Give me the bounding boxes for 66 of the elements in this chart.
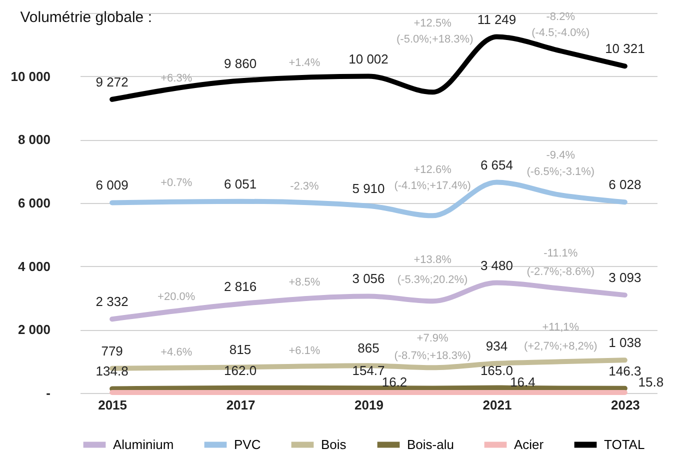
data-label: 3 056 bbox=[352, 271, 385, 286]
x-tick-label: 2023 bbox=[610, 398, 640, 412]
annotation: +1.4% bbox=[288, 56, 320, 69]
data-label: 865 bbox=[358, 340, 380, 356]
data-label: 934 bbox=[486, 338, 508, 354]
data-label: 165.0 bbox=[480, 362, 513, 378]
annotation: +11,1% bbox=[542, 321, 580, 334]
data-label: 10 002 bbox=[348, 51, 388, 66]
x-tick-label: 2015 bbox=[98, 398, 128, 412]
annotation: +0.7% bbox=[160, 176, 192, 189]
annotation: (-4.5;-4.0%) bbox=[532, 27, 590, 40]
legend-label: TOTAL bbox=[604, 436, 645, 452]
annotation: -8.2% bbox=[546, 10, 576, 23]
annotation: (-4.1%;+17.4%) bbox=[394, 180, 471, 192]
data-label: 2 816 bbox=[224, 278, 257, 294]
chart-title: Volumétrie globale : bbox=[20, 8, 152, 26]
annotation: (-5.3%;20.2%) bbox=[397, 274, 468, 286]
annotation: -2.3% bbox=[290, 180, 320, 193]
annotation: +4.6% bbox=[160, 346, 192, 359]
annotation: +13.8% bbox=[414, 254, 452, 266]
annotation: +7.9% bbox=[416, 332, 449, 344]
data-label: 3 480 bbox=[480, 258, 513, 273]
data-label: 9 272 bbox=[96, 74, 128, 90]
x-tick-label: 2021 bbox=[482, 398, 512, 412]
y-tick-label: 4 000 bbox=[18, 258, 50, 274]
annotation: -11.1% bbox=[544, 248, 578, 260]
x-tick-label: 2017 bbox=[226, 398, 256, 412]
annotation: (-2.7%;-8.6%) bbox=[526, 266, 595, 278]
y-tick-label: 8 000 bbox=[18, 132, 50, 148]
annotation: +12.5% bbox=[414, 18, 452, 30]
data-label: 6 028 bbox=[608, 177, 642, 192]
annotation: -9.4% bbox=[546, 150, 576, 162]
legend-label: Aluminium bbox=[113, 436, 174, 452]
data-label: 16.4 bbox=[510, 374, 536, 390]
data-label: 6 654 bbox=[480, 157, 513, 172]
data-label: 779 bbox=[101, 343, 123, 358]
data-label: 6 051 bbox=[224, 176, 257, 192]
data-label: 3 093 bbox=[608, 270, 642, 286]
annotation: (-5.0%;+18.3%) bbox=[396, 34, 474, 46]
x-tick-label: 2019 bbox=[354, 398, 384, 412]
annotation: (-8.7%;+18.3%) bbox=[394, 350, 471, 362]
data-label: 162.0 bbox=[224, 362, 257, 378]
data-label: 134.8 bbox=[96, 364, 128, 379]
data-label: 1 038 bbox=[608, 335, 642, 350]
y-tick-label: 6 000 bbox=[18, 196, 50, 210]
legend-label: Bois-alu bbox=[407, 436, 454, 452]
data-label: 10 321 bbox=[605, 41, 645, 56]
legend-label: Acier bbox=[514, 436, 544, 452]
y-tick-label: - bbox=[46, 386, 50, 400]
y-tick-label: 2 000 bbox=[18, 322, 50, 338]
annotation: (-6.5%;-3.1%) bbox=[526, 166, 595, 178]
legend-label: PVC bbox=[234, 436, 261, 452]
annotation: +8.5% bbox=[288, 276, 320, 288]
legend-label: Bois bbox=[321, 436, 347, 452]
data-label: 6 009 bbox=[96, 178, 128, 193]
annotation: +12.6% bbox=[414, 164, 452, 176]
annotation: (+2,7%;+8,2%) bbox=[524, 340, 598, 352]
annotation: +20.0% bbox=[158, 291, 196, 304]
data-label: 5 910 bbox=[352, 180, 385, 196]
annotation: +6.1% bbox=[288, 344, 320, 357]
data-label: 11 249 bbox=[477, 12, 516, 27]
y-tick-label: 10 000 bbox=[10, 68, 50, 84]
data-label: 9 860 bbox=[224, 56, 257, 71]
data-label: 2 332 bbox=[96, 294, 128, 310]
annotation: +6.3% bbox=[160, 72, 192, 84]
data-label: 815 bbox=[229, 342, 252, 358]
